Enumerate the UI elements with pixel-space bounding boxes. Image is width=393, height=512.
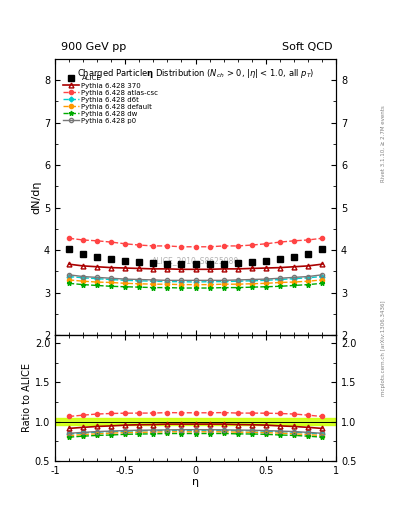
Text: ALICE_2010_S8625980: ALICE_2010_S8625980 — [152, 256, 239, 265]
Y-axis label: Ratio to ALICE: Ratio to ALICE — [22, 364, 32, 433]
Text: Soft QCD: Soft QCD — [282, 42, 332, 52]
Text: Charged Particle$\mathbf{\eta}$ Distribution ($N_{ch}$ > 0, $|\eta|$ < 1.0, all : Charged Particle$\mathbf{\eta}$ Distribu… — [77, 67, 314, 80]
Y-axis label: dN/dη: dN/dη — [31, 180, 41, 214]
Legend: ALICE, Pythia 6.428 370, Pythia 6.428 atlas-csc, Pythia 6.428 d6t, Pythia 6.428 : ALICE, Pythia 6.428 370, Pythia 6.428 at… — [61, 73, 160, 126]
Text: Rivet 3.1.10, ≥ 2.7M events: Rivet 3.1.10, ≥ 2.7M events — [381, 105, 386, 182]
Bar — [55, 418, 336, 425]
X-axis label: η: η — [192, 477, 199, 487]
Text: mcplots.cern.ch [arXiv:1306.3436]: mcplots.cern.ch [arXiv:1306.3436] — [381, 301, 386, 396]
Text: 900 GeV pp: 900 GeV pp — [61, 42, 126, 52]
